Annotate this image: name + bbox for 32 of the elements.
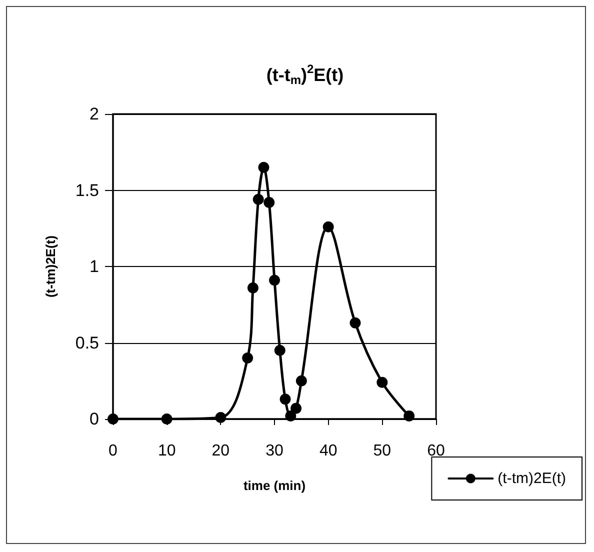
y-tick-label: 1.5 (75, 180, 99, 200)
point (322, 221, 334, 232)
point (280, 394, 291, 405)
point (290, 402, 302, 414)
x-tick-label: 30 (266, 442, 284, 460)
point (296, 375, 307, 386)
x-tick-label: 60 (427, 442, 445, 460)
point (350, 317, 361, 328)
y-axis-title: (t-tm)2E(t) (43, 235, 58, 298)
point (376, 376, 388, 388)
point (215, 412, 226, 423)
point (274, 344, 286, 356)
x-tick-label: 50 (373, 442, 392, 460)
point (285, 410, 296, 422)
x-tick-label: 10 (158, 442, 176, 460)
point (242, 352, 254, 364)
y-tick-label: 1 (90, 257, 99, 276)
x-axis-title: time (min) (243, 478, 306, 493)
point (247, 282, 258, 294)
point (161, 414, 172, 424)
x-tick-label: 40 (319, 442, 338, 460)
legend-label: (t-tm)2E(t) (498, 470, 566, 487)
point (264, 196, 275, 208)
y-tick-label: 0.5 (75, 333, 99, 352)
point (404, 410, 415, 422)
point (269, 274, 280, 286)
y-tick-label: 0 (90, 410, 99, 428)
point (258, 162, 270, 173)
y-tick-label: 2 (90, 104, 99, 124)
point (252, 194, 264, 205)
x-tick-label: 20 (212, 442, 230, 460)
x-tick-label: 0 (108, 442, 118, 460)
